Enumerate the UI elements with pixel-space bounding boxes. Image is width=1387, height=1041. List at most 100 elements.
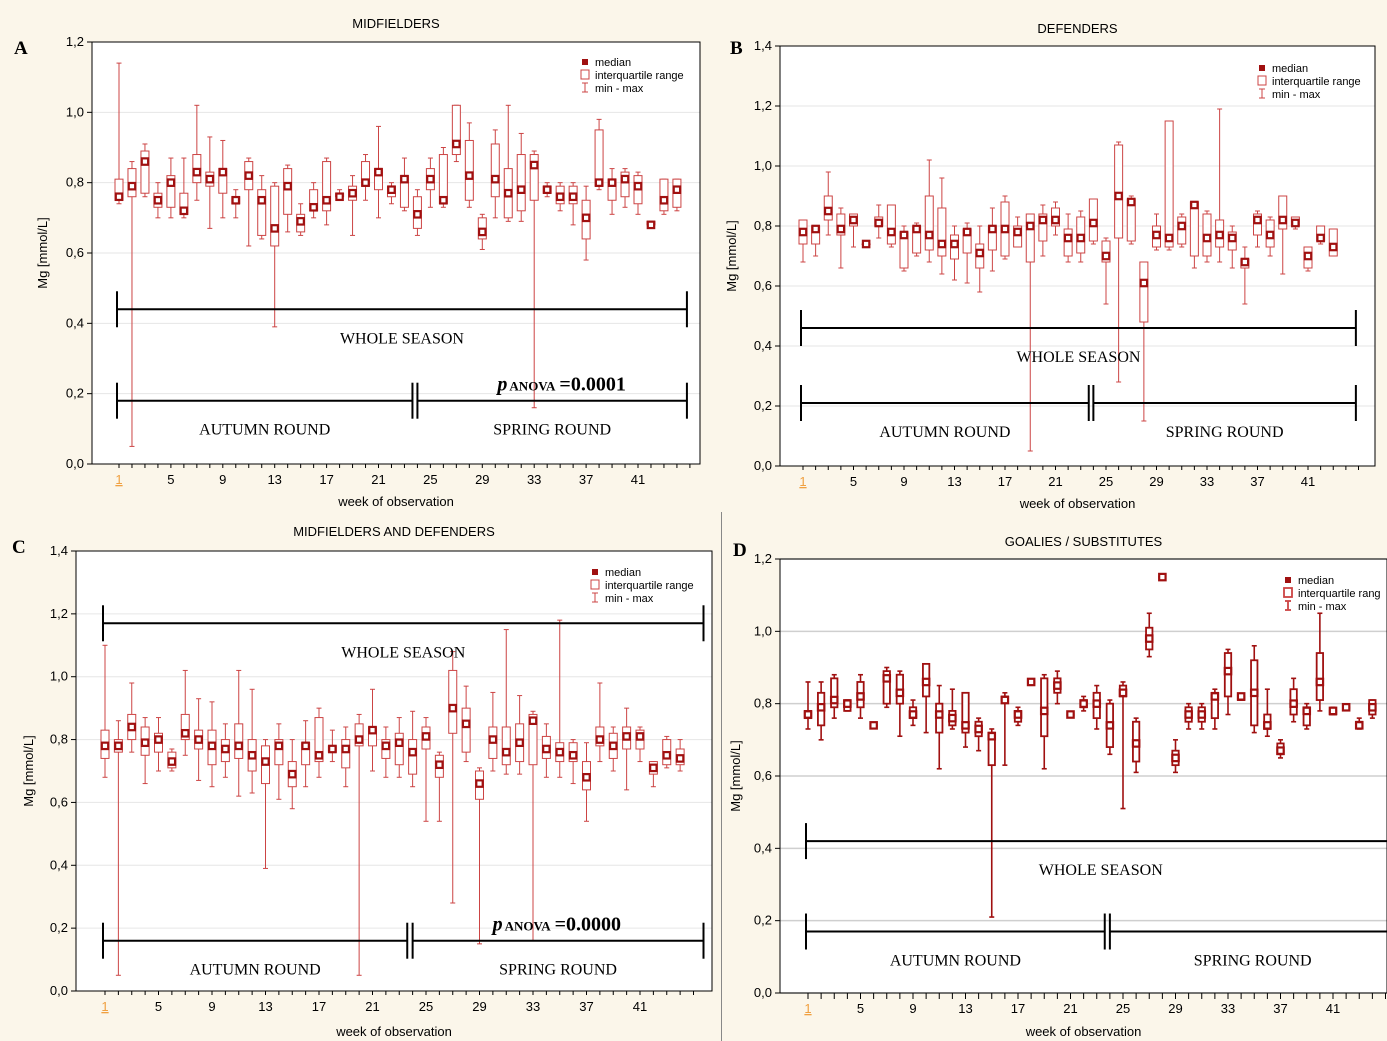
box-week xyxy=(1240,246,1250,305)
y-tick-label: 0,6 xyxy=(754,278,772,293)
box-week xyxy=(811,224,821,257)
median-marker xyxy=(1302,706,1312,716)
median-marker xyxy=(555,747,565,757)
box-week xyxy=(434,751,444,822)
median-marker xyxy=(1263,721,1272,730)
box-week xyxy=(874,204,884,239)
y-tick-label: 1,0 xyxy=(50,669,68,684)
median-marker xyxy=(608,741,618,751)
box-week xyxy=(127,682,137,753)
box-week xyxy=(1053,670,1062,705)
median-marker xyxy=(1253,215,1262,225)
iqr-box xyxy=(1025,213,1035,263)
box-week xyxy=(1202,210,1212,263)
median-marker xyxy=(439,195,448,205)
box-week xyxy=(1171,739,1180,774)
median-marker xyxy=(595,735,605,744)
median-marker xyxy=(823,206,833,216)
legend-median-marker xyxy=(1259,65,1265,71)
iqr-box xyxy=(408,739,418,775)
box-week xyxy=(1184,702,1193,730)
box-week xyxy=(1066,710,1075,719)
box-week xyxy=(974,717,983,752)
median-marker xyxy=(296,217,305,226)
box-week xyxy=(194,698,204,781)
box-week xyxy=(301,720,311,788)
x-tick-label: 17 xyxy=(312,999,326,1014)
y-axis-label: Mg [mmol/L] xyxy=(728,740,743,812)
span-label-whole: WHOLE SEASON xyxy=(1039,862,1163,879)
box-week xyxy=(327,729,337,763)
panel-letter: A xyxy=(14,38,28,59)
y-tick-label: 0,6 xyxy=(66,245,84,260)
legend-iqr-marker xyxy=(580,69,590,80)
iqr-box xyxy=(528,713,538,766)
median-marker xyxy=(1303,251,1313,261)
box-week xyxy=(924,159,934,263)
x-tick-label: 13 xyxy=(258,999,272,1014)
box-week xyxy=(140,717,150,785)
y-tick-label: 0,2 xyxy=(50,920,68,935)
plot-area xyxy=(780,46,1375,466)
median-marker xyxy=(1076,233,1086,243)
span-autumn: AUTUMN ROUND xyxy=(805,913,1106,970)
median-marker xyxy=(849,215,858,225)
box-week xyxy=(542,182,552,198)
median-marker xyxy=(975,248,985,258)
iqr-box xyxy=(461,707,471,753)
box-week xyxy=(154,717,163,772)
legend-median-marker xyxy=(582,59,588,65)
box-week xyxy=(886,204,896,248)
chart-title: GOALIES / SUBSTITUTES xyxy=(1005,534,1163,549)
x-tick-label: 5 xyxy=(857,1001,864,1016)
x-tick-label: 1 xyxy=(115,472,122,487)
x-tick-label: 29 xyxy=(1149,474,1163,489)
box-week xyxy=(1101,237,1111,305)
box-week xyxy=(987,207,997,272)
median-marker xyxy=(874,218,884,228)
iqr-box xyxy=(322,161,332,212)
median-marker xyxy=(475,779,484,788)
x-axis-label: week of observation xyxy=(1025,1024,1142,1039)
box-week xyxy=(861,239,871,249)
median-marker xyxy=(452,139,461,149)
iqr-box xyxy=(1253,213,1262,236)
median-marker xyxy=(887,227,896,237)
median-marker xyxy=(908,710,918,719)
median-marker xyxy=(646,220,656,230)
box-week xyxy=(672,178,682,212)
median-marker xyxy=(1177,221,1187,231)
median-marker xyxy=(988,224,997,234)
legend-iqr-label: interquartile range xyxy=(605,580,694,592)
chart-title: DEFENDERS xyxy=(1037,21,1118,36)
median-marker xyxy=(153,195,163,205)
span-whole: WHOLE SEASON xyxy=(800,310,1357,366)
x-tick-label: 41 xyxy=(633,999,647,1014)
span-autumn: AUTUMN ROUND xyxy=(116,382,414,439)
x-tick-label: 17 xyxy=(319,472,333,487)
iqr-box xyxy=(529,154,539,201)
median-marker xyxy=(1000,224,1010,234)
y-tick-label: 0,0 xyxy=(754,458,772,473)
box-week xyxy=(113,720,123,976)
median-marker xyxy=(1249,688,1259,698)
median-marker xyxy=(1038,215,1048,225)
x-tick-label: 1 xyxy=(804,1001,811,1016)
x-tick-label: 41 xyxy=(631,472,645,487)
box-week xyxy=(869,721,878,730)
span-label-spring: SPRING ROUND xyxy=(499,962,617,979)
median-marker xyxy=(387,185,396,195)
x-tick-label: 33 xyxy=(526,999,540,1014)
box-week xyxy=(1210,688,1220,730)
median-marker xyxy=(374,167,383,177)
median-marker xyxy=(166,178,176,187)
median-marker xyxy=(261,757,270,766)
anova-subscript: ANOVA xyxy=(509,379,556,394)
box-week xyxy=(1139,261,1149,422)
box-week xyxy=(1265,216,1275,257)
box-week xyxy=(114,62,124,205)
median-marker xyxy=(1236,692,1246,701)
box-week xyxy=(937,177,947,275)
box-week xyxy=(921,662,931,734)
